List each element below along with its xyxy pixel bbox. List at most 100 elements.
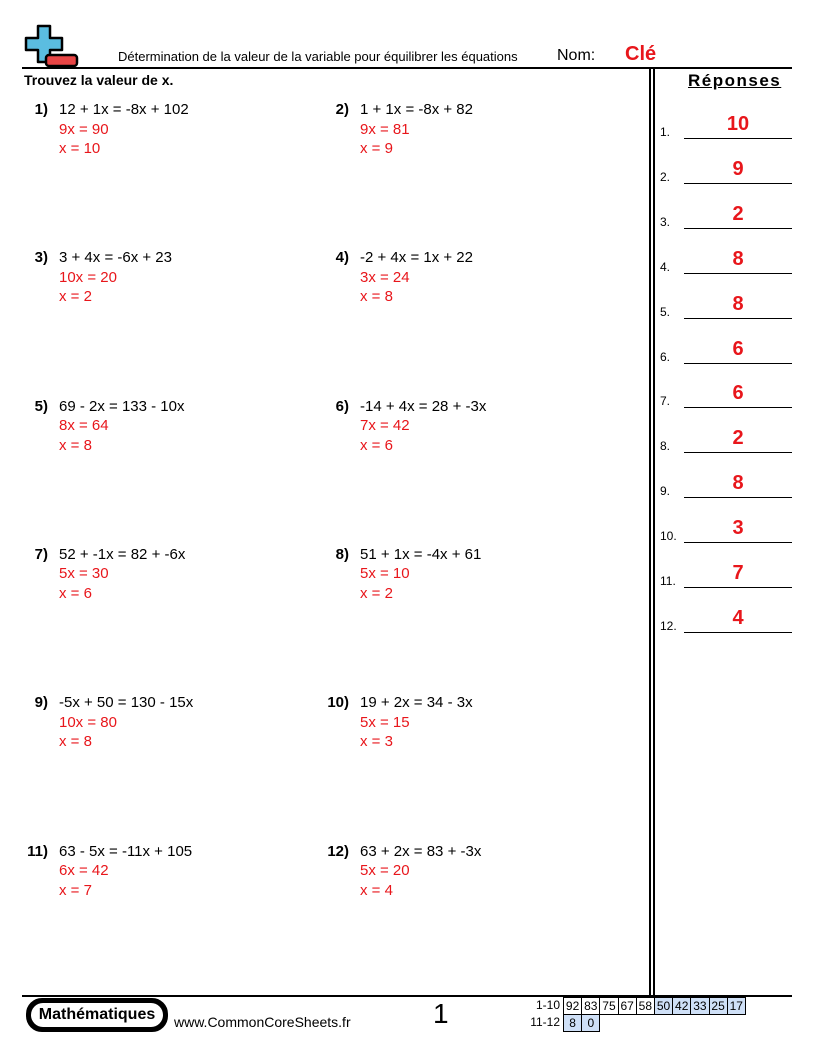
answer-line (684, 138, 792, 139)
solution-answer: x = 7 (59, 881, 92, 899)
problem-equation: 63 - 5x = -11x + 105 (59, 842, 193, 860)
answer-line (684, 362, 792, 364)
solution-answer: x = 4 (360, 881, 393, 899)
score-cell: 0 (581, 1014, 601, 1032)
answer-value: 6 (732, 337, 744, 360)
answer-number: 6. (660, 349, 671, 364)
solution-step: 6x = 42 (59, 862, 109, 879)
answers-title: Réponses (688, 71, 782, 90)
answer-line (684, 272, 792, 274)
problem-number: 8) (335, 545, 349, 563)
score-cell: 83 (581, 997, 601, 1015)
answer-slot: 3. 2 (660, 199, 792, 229)
answer-line (684, 182, 792, 184)
answer-line (684, 407, 792, 409)
solution-step: 7x = 42 (360, 417, 410, 435)
problem-equation: 52 + -1x = 82 + -6x (59, 545, 186, 563)
answer-value: 10 (726, 113, 750, 135)
problem-equation: -14 + 4x = 28 + -3x (360, 397, 487, 415)
plus-minus-logo (24, 24, 79, 68)
answer-slot: 8. 2 (660, 423, 792, 454)
site-link[interactable]: www.CommonCoreSheets.fr (174, 1014, 351, 1030)
footer-rule (22, 995, 792, 997)
score-cell: 8 (563, 1014, 583, 1032)
answer-slot: 5. 8 (660, 289, 792, 319)
answer-number: 9. (660, 484, 671, 499)
problem-number: 6) (335, 397, 349, 415)
problem-number: 11) (27, 842, 48, 860)
solution-answer: x = 9 (360, 140, 393, 157)
score-cell: 67 (617, 997, 637, 1015)
subject-badge-text: Mathématiques (31, 1003, 163, 1027)
score-cell: 75 (599, 997, 619, 1015)
answer-line (684, 227, 792, 229)
problem-equation: 69 - 2x = 133 - 10x (59, 397, 185, 415)
answer-slot: 4. 8 (660, 244, 792, 274)
solution-answer: x = 8 (59, 733, 92, 751)
problem-number: 5) (34, 397, 48, 415)
problem-equation: 3 + 4x = -6x + 23 (59, 249, 172, 267)
solution-answer: x = 6 (360, 436, 393, 454)
answer-value: 8 (732, 472, 744, 495)
instructions: Trouvez la valeur de x. (24, 72, 174, 88)
problem-equation: 1 + 1x = -8x + 82 (360, 101, 473, 118)
score-cell: 33 (690, 997, 710, 1015)
name-value: Clé (625, 43, 657, 65)
header-rule (22, 67, 792, 69)
score-row: 11-12 8 0 (530, 1014, 601, 1032)
score-cell: 50 (653, 997, 674, 1015)
solution-answer: x = 2 (59, 288, 92, 306)
column-divider (653, 68, 655, 996)
answer-number: 12. (660, 618, 677, 633)
solution-answer: x = 3 (360, 733, 393, 751)
answer-slot: 12. 4 (660, 603, 792, 633)
answer-slot: 10. 3 (660, 513, 792, 544)
answer-line (684, 542, 792, 544)
answer-slot: 6. 6 (660, 334, 792, 364)
score-row: 1-10 92 83 75 67 58 50 42 33 25 17 (530, 997, 746, 1015)
problem-equation: 63 + 2x = 83 + -3x (360, 842, 482, 860)
problem-number: 2) (335, 101, 349, 118)
problem-equation: 19 + 2x = 34 - 3x (360, 694, 473, 712)
answer-number: 10. (660, 529, 677, 544)
problem-number: 12) (327, 842, 349, 860)
answer-number: 8. (660, 439, 671, 454)
solution-step: 5x = 20 (360, 862, 410, 879)
answer-value: 2 (732, 202, 744, 225)
answer-number: 2. (660, 169, 671, 184)
solution-answer: x = 8 (360, 288, 393, 306)
solution-step: 9x = 90 (59, 120, 109, 138)
answer-value: 6 (732, 382, 744, 405)
problem-number: 7) (34, 545, 48, 563)
problem-equation: -2 + 4x = 1x + 22 (360, 249, 473, 267)
solution-step: 5x = 30 (59, 565, 109, 583)
answer-value: 2 (732, 427, 744, 450)
answer-value: 8 (732, 292, 744, 315)
solution-step: 8x = 64 (59, 417, 109, 435)
problem-number: 10) (327, 694, 349, 712)
problem-equation: 51 + 1x = -4x + 61 (360, 545, 482, 563)
answer-number: 4. (660, 259, 671, 274)
solution-answer: x = 8 (59, 436, 92, 454)
solution-answer: x = 2 (360, 584, 393, 602)
solution-step: 5x = 15 (360, 713, 410, 731)
problem-number: 3) (34, 249, 48, 267)
answer-number: 3. (660, 214, 671, 229)
problem-number: 9) (34, 694, 48, 712)
score-row-label: 11-12 (530, 1015, 560, 1029)
answer-value: 7 (732, 562, 744, 584)
answer-number: 1. (660, 125, 671, 139)
solution-step: 3x = 24 (360, 268, 410, 286)
page-number: 1 (433, 998, 449, 1029)
problem-equation: 12 + 1x = -8x + 102 (59, 101, 189, 118)
answer-slot: 7. 6 (660, 378, 792, 409)
problem-equation: -5x + 50 = 130 - 15x (59, 694, 194, 712)
answer-slot: 9. 8 (660, 468, 792, 499)
answer-value: 8 (732, 247, 744, 270)
answer-number: 5. (660, 304, 671, 319)
answer-slot: 1. 10 (660, 109, 792, 139)
answer-line (684, 317, 792, 319)
solution-answer: x = 10 (59, 140, 101, 157)
solution-step: 10x = 20 (59, 268, 117, 286)
